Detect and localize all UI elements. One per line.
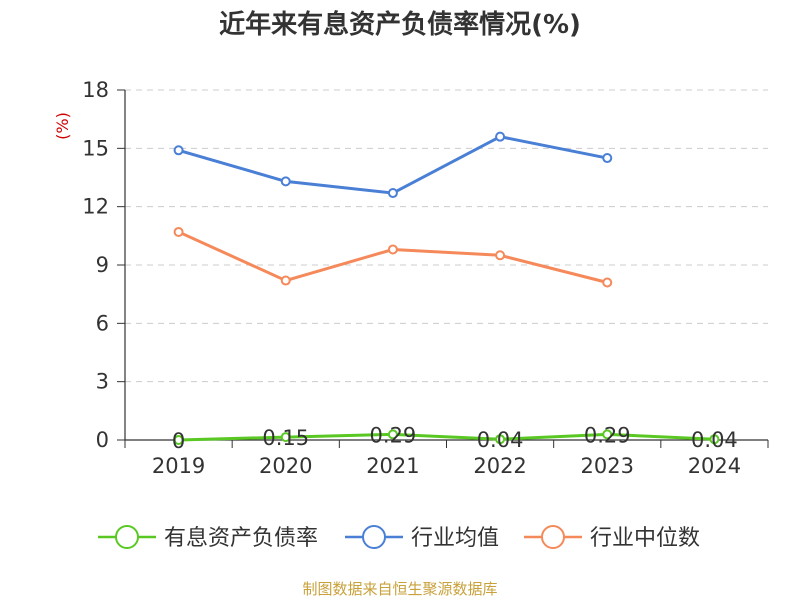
y-tick-label: 18 xyxy=(82,78,109,102)
y-tick-label: 6 xyxy=(96,311,109,335)
y-tick-label: 0 xyxy=(96,428,109,452)
data-labels: 0 0.15 0.29 0.04 0.29 0.04 xyxy=(172,423,738,453)
y-axis-unit: (%) xyxy=(53,112,72,140)
series-line xyxy=(178,432,715,442)
legend: 有息资产负债率 行业均值 行业中位数 xyxy=(98,525,700,551)
x-tick-label: 2021 xyxy=(366,454,419,478)
series-point xyxy=(602,277,613,288)
grid-lines xyxy=(125,89,768,383)
data-label: 0.29 xyxy=(370,423,417,447)
series-point xyxy=(602,429,613,440)
data-label: 0.04 xyxy=(477,428,524,452)
series-point xyxy=(602,153,613,164)
series-point xyxy=(709,434,720,445)
series-point xyxy=(387,188,398,199)
chart-title: 近年来有息资产负债率情况(%) xyxy=(219,10,581,40)
legend-label: 行业均值 xyxy=(411,526,499,551)
series-point xyxy=(387,429,398,440)
series-point xyxy=(495,434,506,445)
series-point xyxy=(387,244,398,255)
y-tick-label: 9 xyxy=(96,253,109,277)
series-point xyxy=(173,435,184,445)
series-point xyxy=(280,432,291,443)
axes: 0 3 6 9 12 15 18 (%) 2019 2020 2021 2022 2023 2024 xyxy=(53,78,769,478)
data-label: 0.04 xyxy=(691,428,738,452)
legend-marker xyxy=(541,525,565,549)
x-tick-label: 2022 xyxy=(473,454,526,478)
series-layer xyxy=(173,131,720,445)
series-line xyxy=(177,230,608,284)
legend-marker xyxy=(115,525,139,549)
series-point xyxy=(280,275,291,286)
x-tick-label: 2019 xyxy=(152,454,205,478)
y-tick-label: 3 xyxy=(96,370,109,394)
legend-label: 行业中位数 xyxy=(590,526,700,551)
series-point xyxy=(495,250,506,261)
data-label: 0 xyxy=(172,429,185,453)
data-label: 0.15 xyxy=(262,426,309,450)
series-point xyxy=(280,176,291,187)
x-tick-label: 2023 xyxy=(581,454,634,478)
legend-label: 有息资产负债率 xyxy=(164,526,318,551)
series-point xyxy=(173,226,184,237)
series-point xyxy=(495,131,506,142)
x-tick-label: 2020 xyxy=(259,454,312,478)
legend-marker xyxy=(362,525,386,549)
y-tick-label: 15 xyxy=(82,136,109,160)
source-note: 制图数据来自恒生聚源数据库 xyxy=(302,580,498,598)
x-tick-label: 2024 xyxy=(688,454,741,478)
y-tick-label: 12 xyxy=(82,195,109,219)
series-line xyxy=(178,135,608,195)
series-point xyxy=(173,145,184,156)
data-label: 0.29 xyxy=(584,423,631,447)
